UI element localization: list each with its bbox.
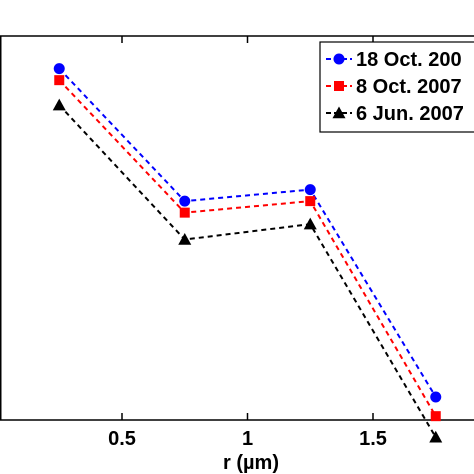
series-1 (53, 63, 442, 403)
legend-label: 6 Jun. 2007 (356, 103, 464, 125)
series-line (58, 79, 437, 417)
data-point-square (305, 196, 316, 207)
series-line (58, 104, 437, 438)
legend-entry: 8 Oct. 2007 (326, 76, 462, 98)
data-point-circle (179, 195, 191, 207)
x-axis-ticks: 0.5 1 1.5 (108, 36, 387, 450)
series-3 (52, 98, 443, 443)
data-point-circle (53, 63, 65, 75)
plot-frame (0, 35, 474, 421)
data-point-triangle (178, 233, 192, 245)
data-point-circle (333, 53, 345, 65)
x-tick-label: 0.5 (108, 428, 136, 450)
legend: 18 Oct. 200 8 Oct. 2007 6 Jun. 2007 (319, 41, 474, 133)
data-point-square (430, 411, 441, 422)
legend-box (319, 41, 474, 133)
x-tick-label: 1 (242, 428, 253, 450)
data-point-circle (430, 391, 442, 403)
data-point-square (54, 75, 65, 86)
legend-entry: 6 Jun. 2007 (326, 103, 464, 125)
data-point-triangle (52, 98, 66, 111)
series-2 (54, 75, 441, 422)
data-point-triangle (429, 430, 443, 443)
legend-label: 8 Oct. 2007 (356, 76, 462, 98)
data-point-square (179, 207, 190, 218)
legend-label: 18 Oct. 200 (356, 49, 462, 71)
data-point-square (334, 81, 344, 91)
x-axis-title: r (µm) (223, 452, 279, 474)
data-point-triangle (332, 106, 346, 119)
series-layer (52, 63, 443, 443)
x-tick-label: 1.5 (359, 428, 387, 450)
legend-entry: 18 Oct. 200 (326, 49, 462, 71)
series-line (58, 67, 437, 398)
data-point-triangle (303, 217, 317, 230)
data-point-circle (304, 184, 316, 196)
